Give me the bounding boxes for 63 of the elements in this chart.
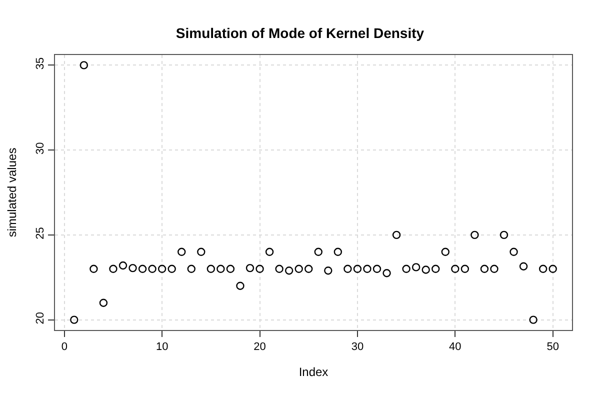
point xyxy=(226,264,235,273)
point xyxy=(246,264,254,272)
chart-title: Simulation of Mode of Kernel Density xyxy=(176,24,424,41)
point xyxy=(382,269,391,278)
point xyxy=(294,264,303,273)
y-tick-label: 25 xyxy=(34,227,47,240)
x-tick-label: 20 xyxy=(254,341,266,354)
point xyxy=(138,264,147,273)
point xyxy=(480,264,489,273)
point xyxy=(451,264,460,273)
point xyxy=(314,248,322,256)
y-tick-label: 20 xyxy=(34,312,47,324)
point xyxy=(353,264,362,273)
point xyxy=(538,264,548,273)
point xyxy=(128,264,137,272)
point xyxy=(392,230,401,240)
y-axis-title: simulated values xyxy=(4,148,19,238)
point xyxy=(158,264,166,273)
point xyxy=(402,264,410,273)
x-tick-label: 30 xyxy=(351,341,364,354)
x-tick-label: 50 xyxy=(546,341,559,354)
point xyxy=(275,264,284,273)
point xyxy=(304,264,313,273)
point xyxy=(168,264,176,273)
point xyxy=(412,263,420,272)
point xyxy=(109,264,118,273)
point xyxy=(334,248,342,256)
x-tick-label: 40 xyxy=(449,341,462,354)
point xyxy=(519,262,528,270)
point xyxy=(90,264,98,273)
point xyxy=(529,316,538,324)
point xyxy=(441,248,450,256)
point xyxy=(236,282,244,290)
point xyxy=(372,264,382,273)
point xyxy=(344,264,352,273)
point xyxy=(422,266,430,274)
x-tick-label: 0 xyxy=(61,341,68,354)
point xyxy=(363,264,372,273)
x-tick-label: 10 xyxy=(156,341,168,354)
point xyxy=(460,264,470,273)
point xyxy=(324,266,332,275)
point xyxy=(216,264,225,273)
y-tick-label: 35 xyxy=(34,57,47,70)
point xyxy=(256,264,264,273)
y-tick-label: 30 xyxy=(34,142,47,155)
point xyxy=(470,230,479,240)
point xyxy=(284,266,294,275)
point xyxy=(432,264,440,273)
point xyxy=(490,264,498,273)
point xyxy=(70,316,78,324)
point xyxy=(148,264,156,273)
point xyxy=(548,264,557,273)
point xyxy=(265,248,274,256)
point xyxy=(510,248,518,256)
point xyxy=(500,230,508,240)
point xyxy=(178,248,186,256)
point xyxy=(80,61,88,70)
point xyxy=(197,248,206,256)
point xyxy=(99,298,108,307)
point xyxy=(118,261,128,270)
x-axis-title: Index xyxy=(298,365,328,380)
point xyxy=(206,264,216,273)
point xyxy=(187,264,196,273)
